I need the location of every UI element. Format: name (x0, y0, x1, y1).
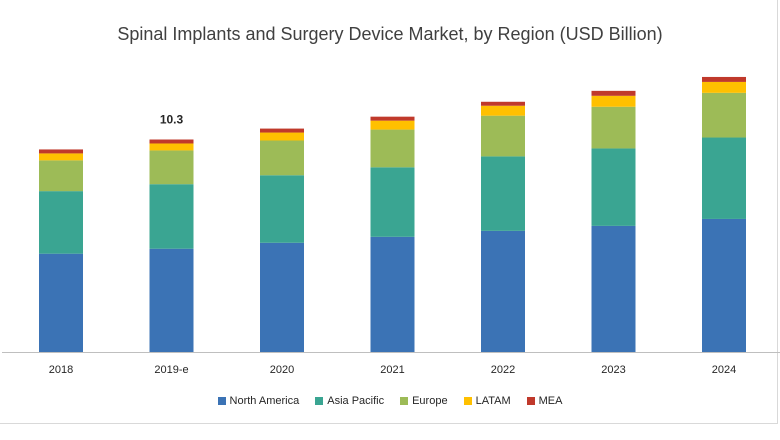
x-tick-label: 2024 (712, 364, 736, 376)
chart-title: Spinal Implants and Surgery Device Marke… (117, 24, 663, 44)
legend-label: North America (229, 395, 300, 407)
bar-north-america-2021 (370, 236, 415, 352)
bar-latam-2019-e (149, 143, 194, 151)
bar-latam-2020 (260, 132, 304, 141)
bar-mea-2018 (39, 149, 83, 154)
legend-item-latam: LATAM (463, 395, 511, 407)
bar-asia-pacific-2023 (591, 148, 636, 226)
legend-label: MEA (538, 395, 563, 407)
bar-mea-2024 (702, 76, 746, 82)
bar-latam-2021 (370, 120, 415, 130)
legend-item-asia-pacific: Asia Pacific (315, 395, 384, 407)
bar-europe-2018 (39, 160, 83, 192)
bar-mea-2022 (481, 101, 525, 106)
bar-north-america-2018 (39, 253, 83, 352)
bar-north-america-2022 (481, 230, 525, 352)
bar-north-america-2020 (260, 242, 304, 352)
bar-latam-2023 (591, 95, 636, 107)
legend-label: Europe (412, 395, 448, 407)
bar-north-america-2019-e (149, 248, 194, 352)
legend-item-mea: MEA (526, 395, 563, 407)
bar-asia-pacific-2020 (260, 175, 304, 243)
data-label: 10.3 (160, 113, 184, 127)
legend-item-europe: Europe (400, 395, 448, 407)
legend-label: LATAM (475, 395, 511, 407)
bar-asia-pacific-2018 (39, 191, 83, 254)
bar-latam-2024 (702, 81, 746, 93)
bar-mea-2021 (370, 116, 415, 121)
x-tick-label: 2023 (601, 364, 625, 376)
bar-mea-2023 (591, 90, 636, 96)
legend-swatch (315, 397, 324, 405)
x-tick-label: 2020 (270, 364, 294, 376)
bar-asia-pacific-2019-e (149, 184, 194, 249)
legend-item-north-america: North America (217, 395, 300, 407)
bar-mea-2019-e (149, 139, 194, 144)
chart-legend: North America Asia Pacific Europe LATAM MEA (0, 395, 780, 407)
bar-europe-2020 (260, 140, 304, 176)
x-tick-label: 2018 (49, 364, 73, 376)
bar-europe-2022 (481, 115, 525, 157)
bar-latam-2018 (39, 153, 83, 161)
x-tick-label: 2021 (380, 364, 404, 376)
legend-swatch (400, 397, 409, 405)
x-tick-label: 2022 (491, 364, 515, 376)
legend-swatch (463, 397, 472, 405)
x-tick-label: 2019-e (154, 364, 188, 376)
bar-asia-pacific-2021 (370, 167, 415, 237)
bar-asia-pacific-2022 (481, 156, 525, 231)
bar-north-america-2024 (702, 218, 746, 352)
bar-europe-2019-e (149, 150, 194, 185)
chart-plot-area: 2018 2019-e 10.3 2020 2021 2022 2023 2024 (2, 76, 780, 376)
legend-swatch (217, 397, 226, 405)
bar-europe-2024 (702, 92, 746, 138)
bar-europe-2021 (370, 129, 415, 168)
bar-north-america-2023 (591, 225, 636, 352)
bar-mea-2020 (260, 128, 304, 133)
bar-latam-2022 (481, 105, 525, 116)
bar-europe-2023 (591, 106, 636, 149)
legend-swatch (526, 397, 535, 405)
chart-frame (0, 0, 778, 424)
legend-label: Asia Pacific (327, 395, 385, 407)
bar-asia-pacific-2024 (702, 137, 746, 219)
